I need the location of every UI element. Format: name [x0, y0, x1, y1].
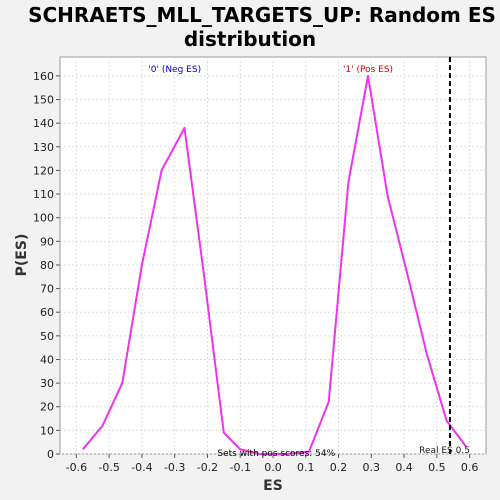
x-tick-label: 0.1	[297, 461, 315, 474]
x-tick-label: 0.2	[330, 461, 348, 474]
x-tick-label: 0.5	[428, 461, 446, 474]
y-tick-label: 60	[40, 306, 54, 319]
y-tick-label: 10	[40, 424, 54, 437]
x-tick-label: -0.4	[131, 461, 152, 474]
y-axis: 0 10 20 30 40 50 60 70 80 90 100 110 120 130 140 150 160	[33, 70, 60, 461]
y-tick-label: 90	[40, 235, 54, 248]
y-tick-label: 80	[40, 259, 54, 272]
y-tick-label: 150	[33, 94, 54, 107]
x-tick-label: 0.0	[264, 461, 282, 474]
y-tick-label: 40	[40, 353, 54, 366]
y-tick-label: 110	[33, 188, 54, 201]
y-tick-label: 0	[47, 448, 54, 461]
x-tick-label: -0.3	[164, 461, 185, 474]
x-axis: -0.6 -0.5 -0.4 -0.3 -0.2 -0.1 0.0 0.1 0.2 0.3 0.4 0…	[66, 454, 479, 474]
y-tick-label: 100	[33, 212, 54, 225]
y-tick-label: 30	[40, 377, 54, 390]
real-es-layer: Real ES 0.5	[419, 57, 470, 456]
chart-title-line-1: SCHRAETS_MLL_TARGETS_UP: Random ES	[28, 3, 496, 27]
x-axis-label: ES	[263, 478, 283, 494]
chart-annotation: '1' (Pos ES)	[343, 65, 393, 75]
y-axis-label: P(ES)	[14, 234, 30, 277]
x-tick-label: 0.6	[461, 461, 479, 474]
chart-annotation: Sets with pos scores: 54%	[217, 449, 335, 459]
y-tick-label: 140	[33, 117, 54, 130]
x-tick-label: -0.5	[98, 461, 119, 474]
y-tick-label: 120	[33, 164, 54, 177]
x-tick-label: -0.6	[66, 461, 87, 474]
series-layer	[82, 74, 468, 455]
y-tick-label: 130	[33, 141, 54, 154]
x-tick-label: 0.4	[395, 461, 413, 474]
x-tick-label: 0.3	[363, 461, 381, 474]
chart-title-line-2: distribution	[184, 27, 316, 51]
es-series-line	[82, 74, 468, 455]
y-tick-label: 160	[33, 70, 54, 83]
x-tick-label: -0.2	[197, 461, 218, 474]
y-tick-label: 20	[40, 401, 54, 414]
real-es-label: Real ES 0.5	[419, 446, 470, 456]
y-tick-label: 70	[40, 283, 54, 296]
x-tick-label: -0.1	[229, 461, 250, 474]
annotations-layer: '0' (Neg ES) '1' (Pos ES) Sets with pos sc…	[148, 65, 393, 459]
y-tick-label: 50	[40, 330, 54, 343]
chart-annotation: '0' (Neg ES)	[148, 65, 201, 75]
